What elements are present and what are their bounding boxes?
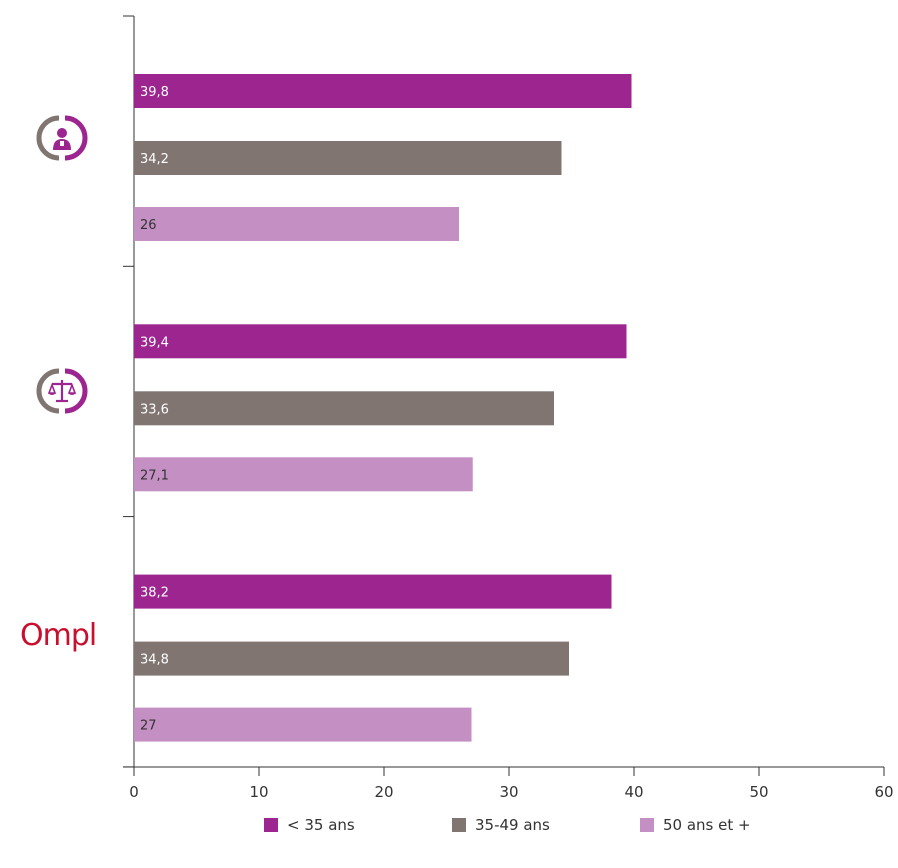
bar-data-label: 34,2 (140, 152, 169, 167)
chart-bars (134, 74, 632, 742)
x-tick-label: 10 (249, 783, 268, 801)
chart-axes: 0 10 20 30 40 50 60 (123, 15, 894, 801)
scales-of-justice-icon (36, 368, 88, 414)
bar-data-label: 39,4 (140, 335, 169, 350)
legend-swatch (452, 818, 466, 832)
x-tick-label: 40 (624, 783, 643, 801)
legend-swatch (640, 818, 654, 832)
bar-data-label: 27,1 (140, 468, 169, 483)
chart-legend: < 35 ans 35-49 ans 50 ans et + (0, 816, 898, 846)
bar (134, 707, 472, 742)
category-icons (36, 115, 88, 414)
legend-swatch (264, 818, 278, 832)
bar (134, 574, 612, 609)
legend-label: < 35 ans (287, 816, 355, 834)
legend-item-50-plus: 50 ans et + (640, 816, 751, 834)
bar-data-label: 34,8 (140, 653, 169, 668)
bar (134, 74, 632, 108)
bar (134, 641, 569, 676)
bar-data-label: 39,8 (140, 85, 169, 100)
x-tick-label: 30 (499, 783, 518, 801)
person-badge-icon (36, 115, 88, 161)
chart-data-labels: 39,8 34,2 26 39,4 33,6 27,1 38,2 34,8 27 (140, 85, 169, 734)
bar-data-label: 33,6 (140, 402, 169, 417)
legend-label: 35-49 ans (475, 816, 550, 834)
x-tick-label: 50 (749, 783, 768, 801)
x-tick-label: 0 (129, 783, 139, 801)
legend-item-35-49: 35-49 ans (452, 816, 550, 834)
x-tick-label: 60 (874, 783, 893, 801)
ompl-logo: Ompl (20, 618, 97, 653)
bar-data-label: 38,2 (140, 586, 169, 601)
bar-data-label: 27 (140, 719, 157, 734)
bar-data-label: 26 (140, 218, 157, 233)
bar (134, 391, 554, 426)
bar (134, 207, 459, 241)
legend-label: 50 ans et + (663, 816, 751, 834)
bar (134, 457, 473, 492)
x-tick-label: 20 (374, 783, 393, 801)
bar (134, 324, 627, 359)
legend-item-under-35: < 35 ans (264, 816, 355, 834)
bar (134, 141, 562, 175)
